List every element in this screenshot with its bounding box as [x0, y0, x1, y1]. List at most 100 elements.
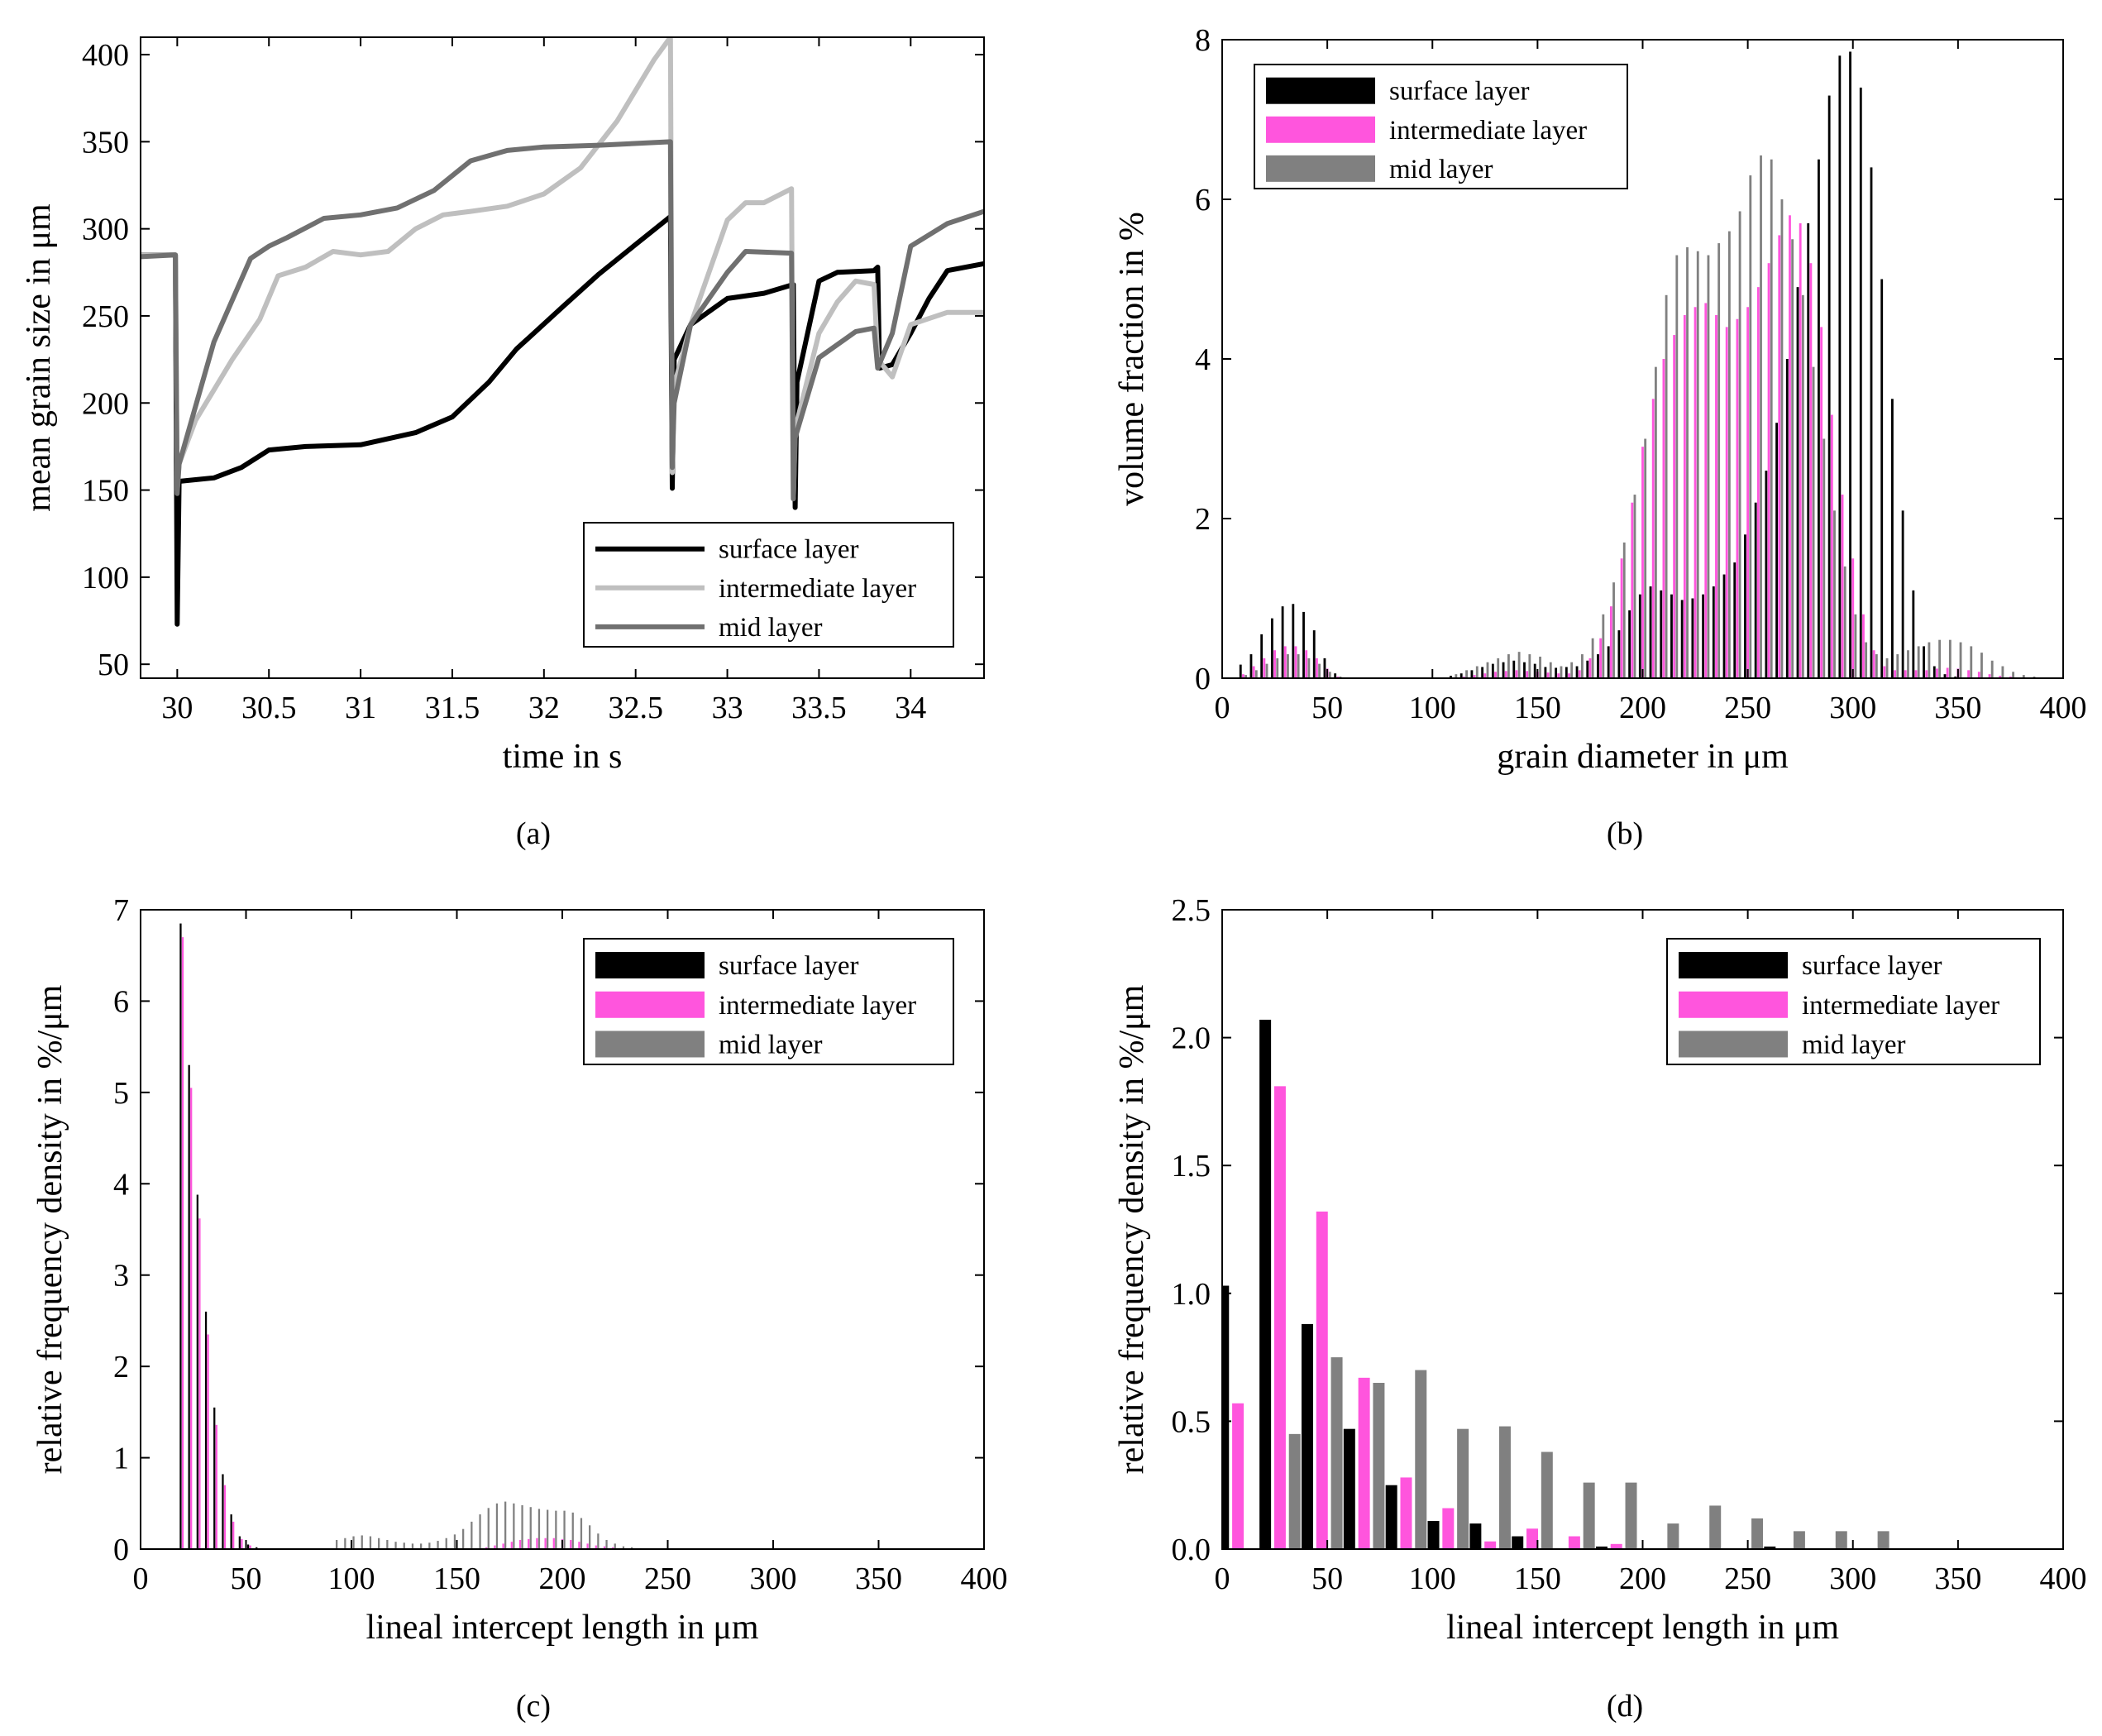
bar-surface-layer: [1469, 1523, 1482, 1549]
bar-mid-layer: [1686, 246, 1689, 678]
bar-surface-layer: [1880, 279, 1884, 678]
x-tick-label: 0: [1215, 1561, 1230, 1596]
bar-mid-layer: [1541, 1451, 1553, 1549]
x-axis-label: lineal intercept length in μm: [365, 1609, 758, 1647]
bar-intermediate-layer: [1756, 287, 1760, 678]
x-tick-label: 0: [133, 1561, 149, 1596]
bar-surface-layer: [1281, 606, 1284, 678]
bar-surface-layer: [1512, 1536, 1524, 1549]
y-tick-label: 200: [82, 386, 129, 421]
bar-intermediate-layer: [578, 1542, 580, 1549]
bar-surface-layer: [1565, 667, 1568, 678]
y-tick-label: 1: [113, 1442, 129, 1476]
y-tick-label: 0.5: [1172, 1404, 1211, 1439]
bar-mid-layer: [336, 1539, 338, 1549]
bar-intermediate-layer: [1610, 1543, 1622, 1549]
panel-a-caption: (a): [516, 816, 551, 851]
bar-intermediate-layer: [207, 1334, 209, 1549]
bar-surface-layer: [1595, 1546, 1608, 1549]
panel-a-data-layer: [141, 37, 984, 627]
bar-mid-layer: [1843, 566, 1846, 678]
legend-swatch-surface-layer: [595, 952, 705, 979]
bar-mid-layer: [1749, 175, 1752, 678]
legend: surface layer intermediate layer mid layer: [583, 938, 954, 1065]
bar-mid-layer: [1465, 670, 1468, 678]
legend-swatch-mid-layer: [595, 1031, 705, 1058]
bar-mid-layer: [589, 1525, 591, 1549]
y-tick-label: 3: [113, 1259, 129, 1294]
legend-label: surface layer: [1802, 951, 1942, 981]
bar-surface-layer: [1292, 604, 1295, 678]
bar-surface-layer: [1427, 1520, 1440, 1549]
bar-mid-layer: [411, 1543, 414, 1549]
bar-intermediate-layer: [544, 1538, 547, 1549]
legend-label: mid layer: [719, 613, 823, 643]
bar-mid-layer: [445, 1538, 447, 1549]
bar-mid-layer: [1633, 495, 1636, 678]
legend-label: surface layer: [719, 951, 858, 981]
panel-d-caption: (d): [1607, 1689, 1643, 1724]
bar-surface-layer: [1691, 598, 1694, 678]
bar-mid-layer: [352, 1536, 355, 1549]
bar-intermediate-layer: [1789, 215, 1791, 678]
bar-mid-layer: [2012, 672, 2015, 678]
y-tick-label: 5: [113, 1076, 129, 1111]
bar-surface-layer: [1796, 287, 1799, 678]
legend: surface layer intermediate layer mid layer: [1254, 64, 1628, 189]
bar-surface-layer: [1302, 611, 1305, 678]
bar-intermediate-layer: [1651, 399, 1655, 678]
x-tick-label: 31: [345, 691, 376, 725]
bar-mid-layer: [555, 1510, 557, 1549]
bar-intermediate-layer: [1715, 314, 1717, 678]
bar-surface-layer: [1733, 562, 1737, 678]
bar-surface-layer: [1523, 662, 1526, 678]
bar-surface-layer: [1575, 666, 1579, 678]
bar-intermediate-layer: [1704, 303, 1708, 678]
bar-mid-layer: [1917, 646, 1920, 678]
bar-surface-layer: [1343, 1428, 1355, 1549]
bar-intermediate-layer: [552, 1538, 555, 1549]
y-tick-label: 6: [1195, 183, 1211, 218]
bar-mid-layer: [1665, 294, 1668, 678]
bar-surface-layer: [1533, 663, 1536, 678]
bar-surface-layer: [1785, 359, 1789, 678]
bar-mid-layer: [1580, 654, 1584, 678]
bar-mid-layer: [1625, 1482, 1637, 1549]
bar-surface-layer: [1901, 510, 1904, 678]
bar-mid-layer: [1896, 654, 1899, 678]
bar-mid-layer: [1244, 675, 1248, 678]
y-tick-label: 2.0: [1172, 1021, 1211, 1056]
bar-intermediate-layer: [570, 1539, 572, 1549]
bar-intermediate-layer: [1820, 327, 1823, 678]
bar-mid-layer: [1928, 642, 1931, 678]
x-axis-label: time in s: [503, 738, 623, 776]
bar-surface-layer: [1638, 594, 1641, 678]
bar-surface-layer: [1649, 586, 1652, 678]
bar-intermediate-layer: [1894, 670, 1897, 678]
bar-surface-layer: [1607, 646, 1610, 678]
panel-c-plot-area: 0 50 100 150 200 250 300 350 400 0 1 2 3 4 5 6 7 lineal i…: [31, 893, 1008, 1647]
bar-mid-layer: [1770, 159, 1773, 678]
panel-b-caption: (b): [1607, 816, 1643, 851]
bar-intermediate-layer: [1746, 307, 1750, 678]
bar-intermediate-layer: [1799, 222, 1802, 678]
bar-mid-layer: [1570, 662, 1574, 678]
bar-intermediate-layer: [241, 1538, 243, 1549]
legend-swatch-surface-layer: [1266, 77, 1375, 104]
bar-intermediate-layer: [1599, 638, 1603, 678]
bar-mid-layer: [495, 1503, 499, 1549]
x-tick-label: 350: [1934, 691, 1981, 725]
bar-surface-layer: [1744, 534, 1746, 678]
bar-mid-layer: [605, 1539, 608, 1549]
bar-mid-layer: [622, 1546, 625, 1549]
panel-c-caption: (c): [516, 1689, 551, 1724]
bar-mid-layer: [1675, 255, 1679, 678]
bar-surface-layer: [1775, 423, 1778, 678]
x-axis-label: lineal intercept length in μm: [1446, 1609, 1839, 1647]
bar-mid-layer: [2022, 675, 2025, 678]
y-tick-label: 400: [82, 38, 129, 73]
bar-intermediate-layer: [1967, 670, 1970, 678]
y-tick-label: 350: [82, 125, 129, 160]
x-tick-label: 0: [1215, 691, 1230, 725]
legend-swatch-surface-layer: [1679, 952, 1788, 979]
